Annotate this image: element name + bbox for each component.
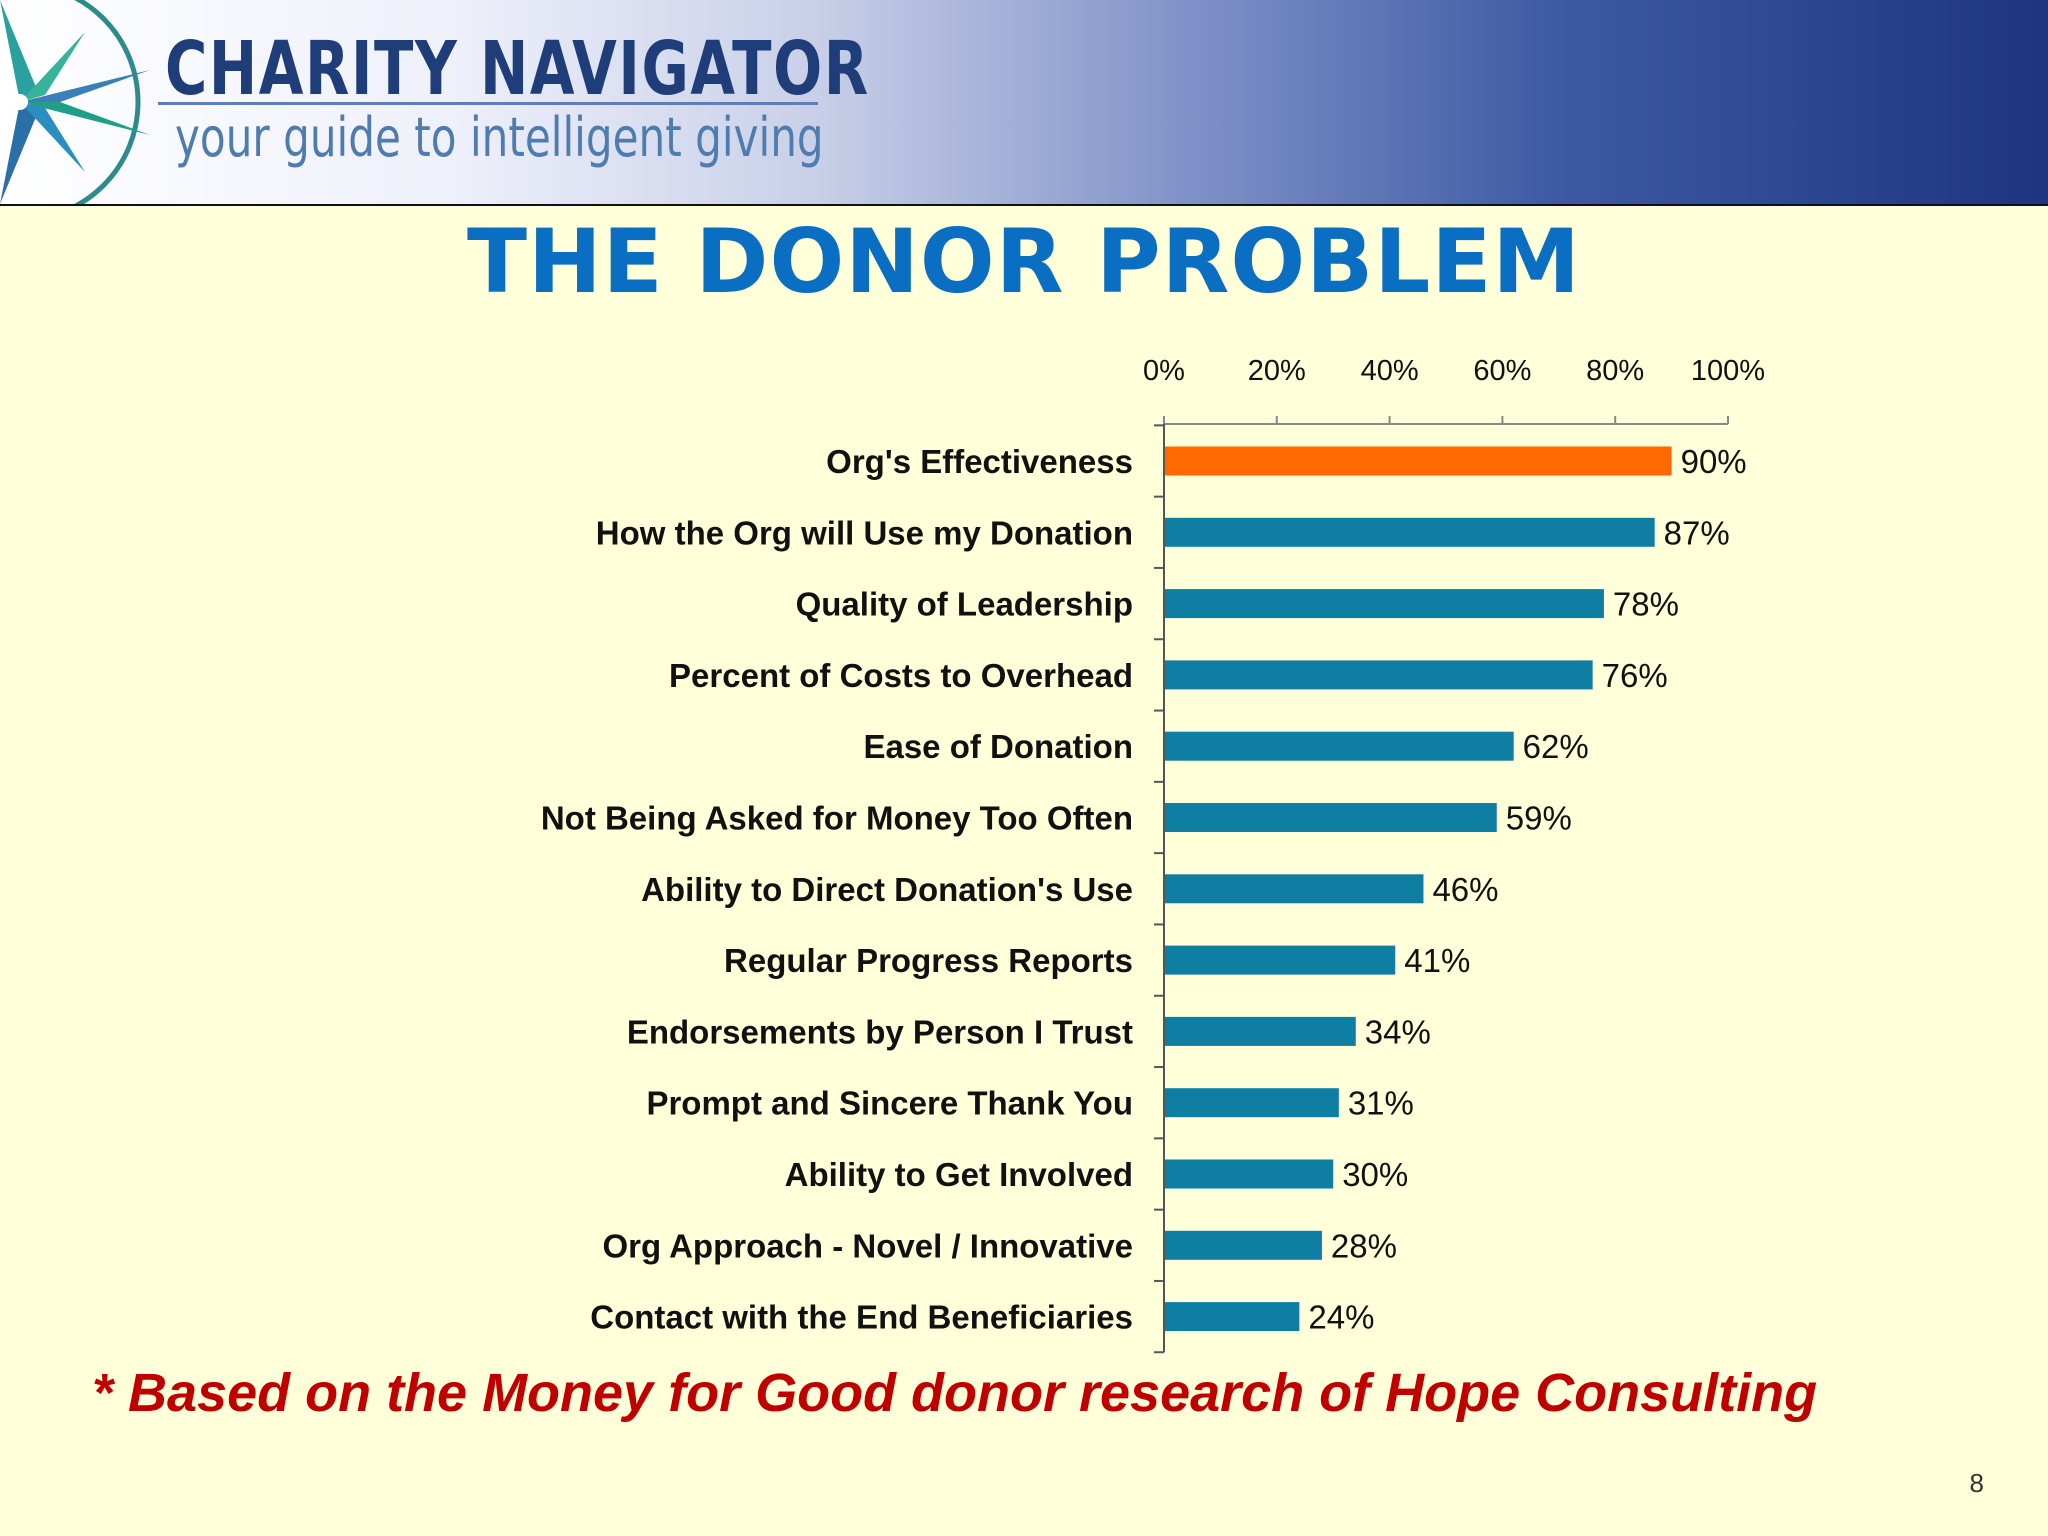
bar	[1165, 1159, 1334, 1189]
value-label: 28%	[1331, 1227, 1397, 1264]
bar	[1165, 803, 1497, 832]
category-label: Org Approach - Novel / Innovative	[602, 1227, 1133, 1264]
value-label: 46%	[1432, 871, 1498, 908]
category-label: Ability to Direct Donation's Use	[641, 871, 1133, 908]
x-tick-label: 80%	[1586, 355, 1644, 387]
category-label: Ability to Get Involved	[785, 1156, 1133, 1193]
bar	[1165, 589, 1604, 619]
x-tick-label: 60%	[1473, 355, 1531, 387]
page-number: 8	[1969, 1468, 1984, 1498]
brand-divider	[158, 102, 818, 105]
category-label: Prompt and Sincere Thank You	[646, 1085, 1133, 1122]
value-label: 34%	[1365, 1013, 1431, 1050]
category-label: Regular Progress Reports	[724, 942, 1133, 979]
bar	[1165, 517, 1655, 547]
value-label: 59%	[1506, 800, 1572, 837]
category-labels: Org's Effectiveness How the Org will Use …	[541, 443, 1133, 1336]
category-label: Endorsements by Person I Trust	[627, 1013, 1133, 1050]
bar	[1165, 1230, 1322, 1260]
x-tick-label: 40%	[1361, 355, 1419, 387]
bars	[1165, 446, 1672, 1332]
brand-tagline: your guide to intelligent giving	[175, 106, 824, 169]
value-label: 62%	[1523, 728, 1589, 765]
bar	[1165, 731, 1514, 761]
value-label: 31%	[1348, 1085, 1414, 1122]
x-tick-label: 100%	[1691, 355, 1765, 387]
compass-star-icon	[0, 0, 150, 204]
category-label: Not Being Asked for Money Too Often	[541, 800, 1133, 837]
bar	[1165, 945, 1396, 975]
value-label: 78%	[1613, 586, 1679, 623]
category-label: Percent of Costs to Overhead	[669, 657, 1133, 694]
category-label: Org's Effectiveness	[826, 443, 1133, 480]
value-label: 30%	[1342, 1156, 1408, 1193]
value-labels: 90% 87% 78% 76% 62% 59%46% 41% 34% 31% 30% 28% 24%	[1308, 443, 1746, 1336]
brand-name: CHARITY NAVIGATOR	[165, 26, 870, 112]
bar	[1165, 1016, 1356, 1046]
bar	[1165, 1088, 1339, 1118]
value-label: 90%	[1681, 443, 1747, 480]
category-label: Quality of Leadership	[796, 586, 1133, 623]
bar	[1165, 874, 1424, 904]
bar	[1165, 660, 1593, 690]
value-label: 24%	[1308, 1299, 1374, 1336]
category-label: Contact with the End Beneficiaries	[590, 1299, 1133, 1336]
source-footnote: * Based on the Money for Good donor rese…	[92, 1363, 1818, 1423]
x-axis: 0% 20% 40% 60% 80% 100%	[1143, 355, 1765, 1354]
category-label: Ease of Donation	[863, 728, 1133, 765]
category-label: How the Org will Use my Donation	[596, 514, 1133, 551]
value-label: 87%	[1664, 514, 1730, 551]
x-tick-label: 0%	[1143, 355, 1185, 387]
value-label: 76%	[1602, 657, 1668, 694]
bar	[1165, 1302, 1300, 1332]
page-title: THE DONOR PROBLEM	[466, 210, 1582, 313]
bar	[1165, 446, 1672, 476]
value-label: 41%	[1404, 942, 1470, 979]
header-banner: CHARITY NAVIGATOR your guide to intellig…	[0, 0, 2048, 206]
x-tick-label: 20%	[1248, 355, 1306, 387]
